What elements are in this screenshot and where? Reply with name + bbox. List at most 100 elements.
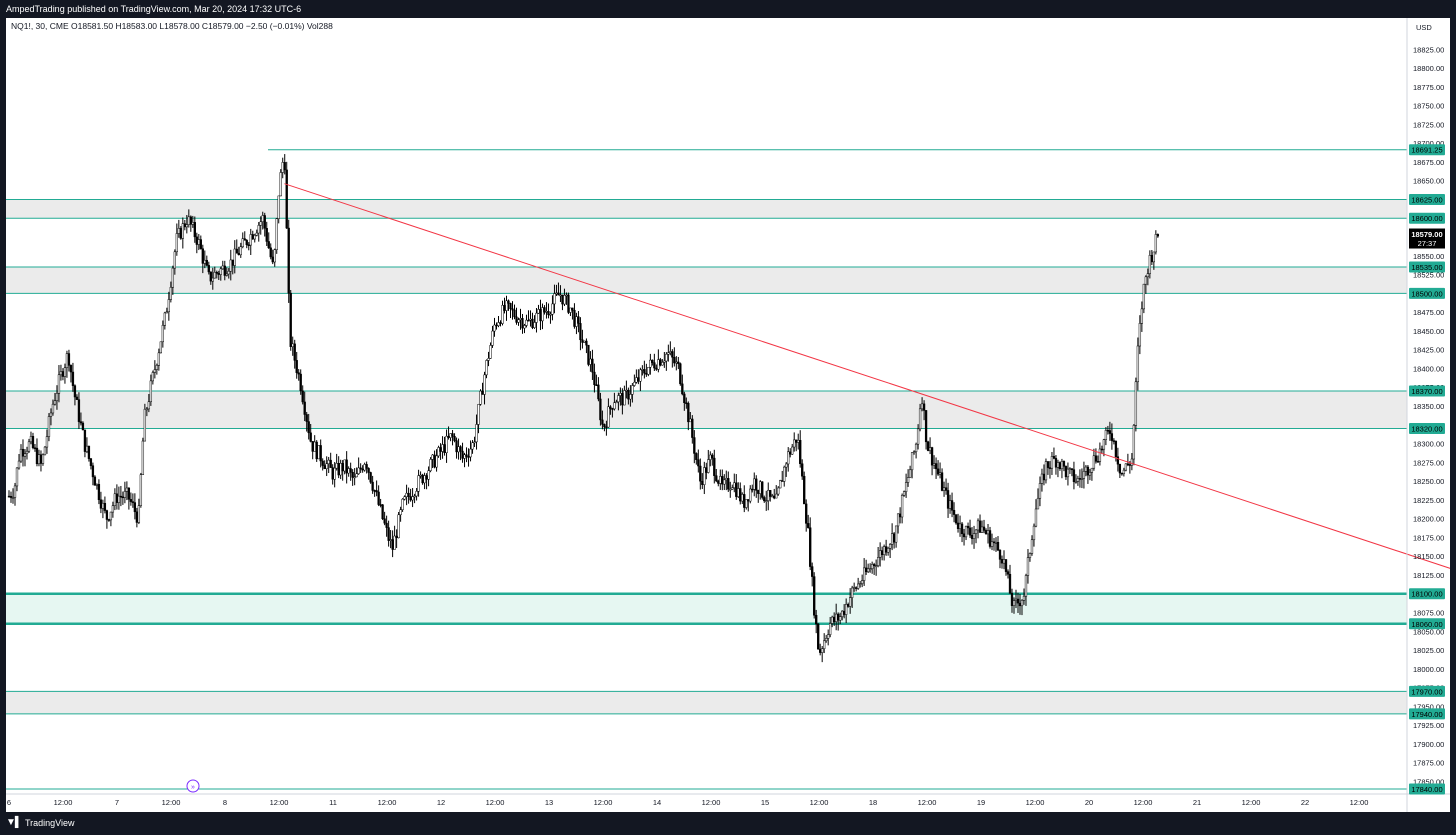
candle	[679, 362, 682, 386]
candle	[675, 356, 678, 371]
x-tick-label: 15	[761, 798, 769, 807]
candle	[918, 403, 922, 432]
candle	[331, 464, 334, 485]
candle-body	[241, 238, 244, 247]
zone-rect-4[interactable]	[6, 691, 1407, 714]
zone-rect-2[interactable]	[6, 390, 1407, 429]
candle-body	[1032, 525, 1036, 541]
candle-body	[1078, 478, 1082, 480]
candle-body	[617, 395, 620, 403]
zone-rect-3[interactable]	[6, 593, 1407, 624]
zone-rect-1[interactable]	[6, 267, 1407, 294]
candle-body	[643, 369, 646, 374]
candle-body	[697, 459, 700, 467]
candle-body	[61, 371, 65, 377]
chart-area[interactable]: 18825.00 18800.00 18775.00 18750.00 18725.00…	[6, 18, 1450, 812]
candle	[964, 525, 968, 541]
level-price-label-bg[interactable]	[1409, 618, 1445, 630]
candle	[253, 233, 256, 243]
candle-body	[461, 450, 464, 459]
level-price-label-bg[interactable]	[1409, 685, 1445, 697]
jump-to-realtime-icon[interactable]: »	[186, 779, 200, 793]
currency-label[interactable]: USD	[1416, 23, 1432, 32]
candle	[715, 468, 718, 483]
trendline[interactable]	[284, 183, 1450, 576]
candle	[936, 460, 940, 476]
candle-body	[311, 441, 314, 452]
candle	[357, 457, 360, 475]
candle	[597, 377, 600, 402]
last-price-label-bg[interactable]	[1409, 228, 1445, 249]
level-price-label-bg[interactable]	[1409, 423, 1445, 435]
candle	[175, 223, 178, 256]
candle-body	[705, 467, 708, 473]
level-price-label-bg[interactable]	[1409, 212, 1445, 224]
level-price-label-bg[interactable]	[1409, 385, 1445, 397]
candle	[950, 492, 954, 518]
candle	[39, 450, 43, 472]
candle-body	[375, 490, 378, 493]
candle	[393, 525, 396, 550]
level-price-label-bg[interactable]	[1409, 708, 1445, 720]
candle-body	[427, 470, 430, 480]
candle	[733, 473, 736, 493]
symbol-name[interactable]: NQ1!, 30, CME	[11, 21, 69, 31]
y-tick-label: 18425.00	[1413, 346, 1444, 355]
candle	[461, 442, 464, 463]
candle	[797, 433, 800, 450]
candle	[829, 616, 832, 638]
candle	[631, 383, 634, 403]
candle-body	[465, 454, 468, 457]
candle	[97, 479, 101, 505]
level-price-label-bg[interactable]	[1409, 588, 1445, 600]
candle-body	[223, 265, 226, 276]
candle-body	[441, 444, 444, 452]
level-price-label-bg[interactable]	[1409, 783, 1445, 795]
candle-body	[970, 534, 974, 539]
y-tick-label: 17900.00	[1413, 740, 1444, 749]
candle	[635, 369, 638, 384]
candle-body	[219, 268, 222, 275]
candle-body	[227, 270, 230, 275]
candle-body	[968, 527, 972, 536]
candle-body	[463, 454, 466, 459]
candle	[1148, 250, 1152, 279]
candle-body	[171, 267, 174, 288]
level-price-label-bg[interactable]	[1409, 193, 1445, 205]
candle	[369, 471, 372, 484]
candle-body	[1070, 468, 1074, 470]
candle-body	[761, 481, 764, 498]
candle-body	[709, 454, 712, 460]
candle-body	[679, 363, 682, 385]
candle	[1034, 499, 1038, 528]
candle	[699, 458, 702, 490]
level-price-label-bg[interactable]	[1409, 261, 1445, 273]
candle-body	[1108, 430, 1112, 434]
price-chart[interactable]: 18825.00 18800.00 18775.00 18750.00 18725.00…	[6, 18, 1450, 812]
candle	[105, 509, 109, 529]
level-price-label-bg[interactable]	[1409, 287, 1445, 299]
candle-body	[509, 303, 512, 310]
zone-rect-0[interactable]	[6, 199, 1407, 219]
candle-body	[922, 403, 926, 411]
candle-body	[117, 495, 121, 503]
candle-body	[525, 319, 528, 326]
jump-icon-circle[interactable]	[186, 779, 200, 793]
candle	[966, 522, 970, 535]
candle	[477, 403, 480, 434]
candle	[13, 482, 17, 506]
candle-body	[363, 464, 366, 471]
candle	[549, 311, 552, 324]
candle-body	[563, 295, 566, 305]
candle-body	[67, 353, 71, 366]
candle-body	[397, 514, 400, 539]
candle	[805, 499, 808, 532]
candle-body	[795, 439, 798, 443]
x-tick-label: 8	[223, 798, 227, 807]
candle-body	[677, 361, 680, 364]
tradingview-logo[interactable]: ▼▌ TradingView	[6, 817, 75, 828]
candle-body	[583, 340, 586, 343]
candle-body	[531, 318, 534, 328]
level-price-label-bg[interactable]	[1409, 144, 1445, 156]
candle	[878, 542, 882, 567]
